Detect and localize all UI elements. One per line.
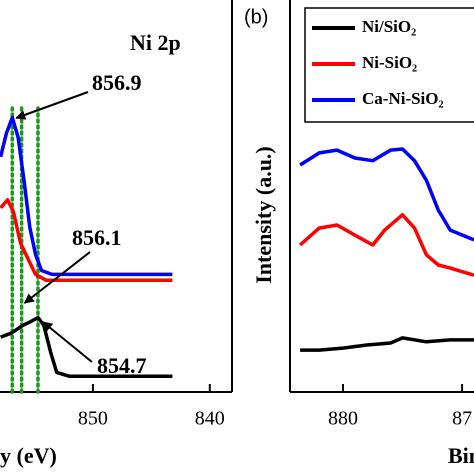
legend-label: Ca-Ni-SiO₂ bbox=[362, 89, 444, 108]
frames bbox=[0, 0, 474, 393]
data-line bbox=[0, 198, 173, 283]
data-line bbox=[299, 147, 474, 242]
annotation: 856.9 bbox=[92, 70, 142, 95]
annotation-arrow bbox=[23, 251, 91, 304]
annotation: 854.7 bbox=[97, 353, 147, 378]
panel-label: (b) bbox=[244, 6, 268, 28]
x-tick-label: 87 bbox=[452, 408, 472, 430]
data-line bbox=[0, 115, 173, 277]
x-tick-label: 880 bbox=[328, 408, 358, 430]
x-tick-label: 840 bbox=[195, 408, 225, 430]
data-line bbox=[0, 315, 173, 379]
panel-title: Ni 2p bbox=[130, 30, 181, 55]
data-line bbox=[300, 336, 474, 352]
annotation: 856.1 bbox=[72, 225, 122, 250]
legend-label: Ni-SiO₂ bbox=[362, 53, 417, 72]
x-tick-label: 850 bbox=[78, 408, 108, 430]
annotation-arrow bbox=[15, 91, 89, 120]
legend-label: Ni/SiO₂ bbox=[362, 17, 416, 36]
x-axis-label: y (eV) bbox=[0, 443, 57, 468]
x-axis-label: Bin bbox=[448, 443, 474, 468]
annotation-arrow bbox=[42, 321, 93, 363]
data-line bbox=[298, 213, 474, 277]
y-axis-label: Intensity (a.u.) bbox=[251, 146, 276, 284]
